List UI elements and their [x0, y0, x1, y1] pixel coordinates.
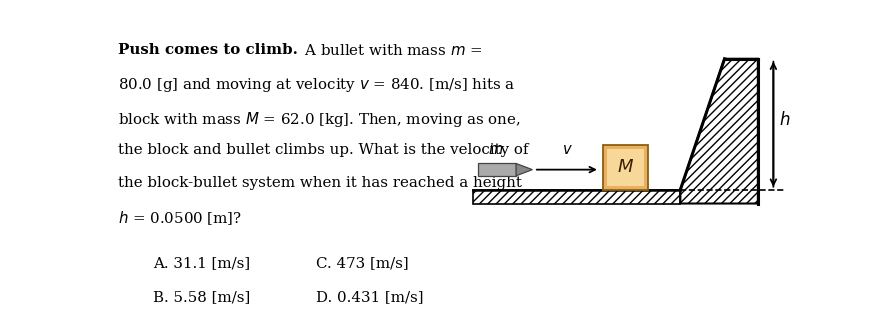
Text: 80.0 [g] and moving at velocity $v$ = 840. [m/s] hits a: 80.0 [g] and moving at velocity $v$ = 84… — [119, 77, 516, 95]
Text: D. 0.431 [m/s]: D. 0.431 [m/s] — [316, 290, 424, 304]
Polygon shape — [473, 190, 680, 204]
Text: $v$: $v$ — [563, 143, 573, 157]
Text: A. 31.1 [m/s]: A. 31.1 [m/s] — [153, 256, 251, 270]
Polygon shape — [680, 59, 758, 204]
Bar — [602, 145, 648, 190]
Text: the block and bullet climbs up. What is the velocity of: the block and bullet climbs up. What is … — [119, 143, 529, 157]
Text: the block-bullet system when it has reached a height: the block-bullet system when it has reac… — [119, 176, 523, 190]
Text: $h$: $h$ — [779, 111, 790, 129]
Text: B. 5.58 [m/s]: B. 5.58 [m/s] — [153, 290, 251, 304]
Text: $M$: $M$ — [617, 158, 633, 176]
Text: A bullet with mass $m$ =: A bullet with mass $m$ = — [295, 43, 483, 58]
Text: $m$: $m$ — [487, 143, 502, 157]
Text: Push comes to climb.: Push comes to climb. — [119, 43, 299, 57]
Text: block with mass $M$ = 62.0 [kg]. Then, moving as one,: block with mass $M$ = 62.0 [kg]. Then, m… — [119, 109, 521, 129]
Polygon shape — [478, 163, 516, 176]
Text: $h$ = 0.0500 [m]?: $h$ = 0.0500 [m]? — [119, 209, 243, 227]
Polygon shape — [516, 163, 532, 176]
Bar — [607, 149, 644, 186]
Text: C. 473 [m/s]: C. 473 [m/s] — [316, 256, 408, 270]
